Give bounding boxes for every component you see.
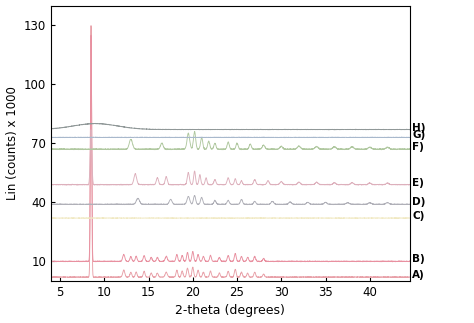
- Text: H): H): [412, 122, 426, 132]
- Y-axis label: Lin (counts) x 1000: Lin (counts) x 1000: [6, 86, 18, 200]
- Text: A): A): [412, 270, 425, 280]
- X-axis label: 2-theta (degrees): 2-theta (degrees): [175, 305, 285, 318]
- Text: F): F): [412, 142, 424, 152]
- Text: G): G): [412, 130, 426, 141]
- Text: C): C): [412, 211, 425, 221]
- Text: B): B): [412, 255, 425, 265]
- Text: E): E): [412, 178, 424, 188]
- Text: D): D): [412, 197, 426, 207]
